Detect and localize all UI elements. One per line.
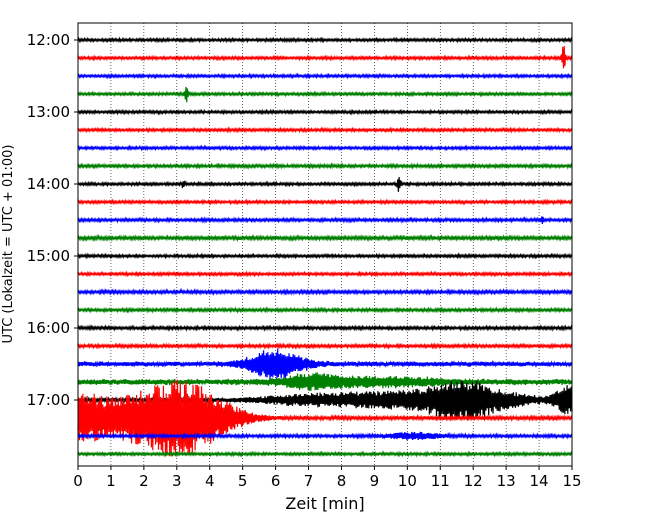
trace-1645 [77,372,573,391]
trace-1230 [77,72,573,80]
x-tick-label: 14 [530,472,549,490]
trace-1400 [77,176,573,192]
x-tick-label: 4 [205,472,215,490]
trace-1515 [77,270,573,278]
trace-1200 [77,36,573,44]
trace-1545 [77,306,573,314]
x-tick-label: 13 [497,472,516,490]
plot-frame [77,22,573,467]
trace-1630 [77,348,573,380]
trace-1615 [77,342,573,350]
y-tick-label: 14:00 [27,175,70,193]
y-tick-label: 16:00 [27,319,70,337]
trace-1415 [77,198,573,206]
trace-1600 [77,324,573,332]
x-tick-label: 1 [106,472,116,490]
trace-1315 [77,126,573,134]
trace-1330 [77,144,573,152]
x-tick-label: 8 [337,472,347,490]
trace-1215 [77,46,573,69]
y-tick-label: 15:00 [27,247,70,265]
trace-1245 [77,86,573,103]
trace-1530 [77,287,573,297]
trace-1745 [77,450,573,458]
x-tick-label: 5 [238,472,248,490]
trace-1345 [77,162,573,170]
seismic-traces [77,36,573,458]
x-tick-label: 9 [370,472,380,490]
trace-1730 [77,431,573,441]
x-tick-label: 3 [172,472,182,490]
x-tick-label: 10 [398,472,417,490]
x-tick-label: 7 [304,472,314,490]
x-tick-label: 15 [562,472,581,490]
x-tick-label: 0 [73,472,83,490]
x-axis-label: Zeit [min] [285,494,364,513]
y-axis: 12:00 13:00 14:00 15:00 16:00 17:00 [27,31,78,409]
x-axis: 0 1 2 3 4 5 6 7 8 9 10 11 12 13 14 15 [73,466,582,490]
x-tick-label: 11 [431,472,450,490]
trace-1500 [77,252,573,260]
trace-1300 [77,108,573,116]
trace-1445 [77,233,573,243]
x-tick-label: 6 [271,472,281,490]
y-axis-label: UTC (Lokalzeit = UTC + 01:00) [1,145,16,344]
trace-1715 [77,379,573,457]
y-tick-label: 17:00 [27,391,70,409]
x-tick-label: 12 [464,472,483,490]
y-tick-label: 13:00 [27,103,70,121]
x-tick-label: 2 [139,472,149,490]
trace-1430 [77,216,573,225]
y-tick-label: 12:00 [27,31,70,49]
